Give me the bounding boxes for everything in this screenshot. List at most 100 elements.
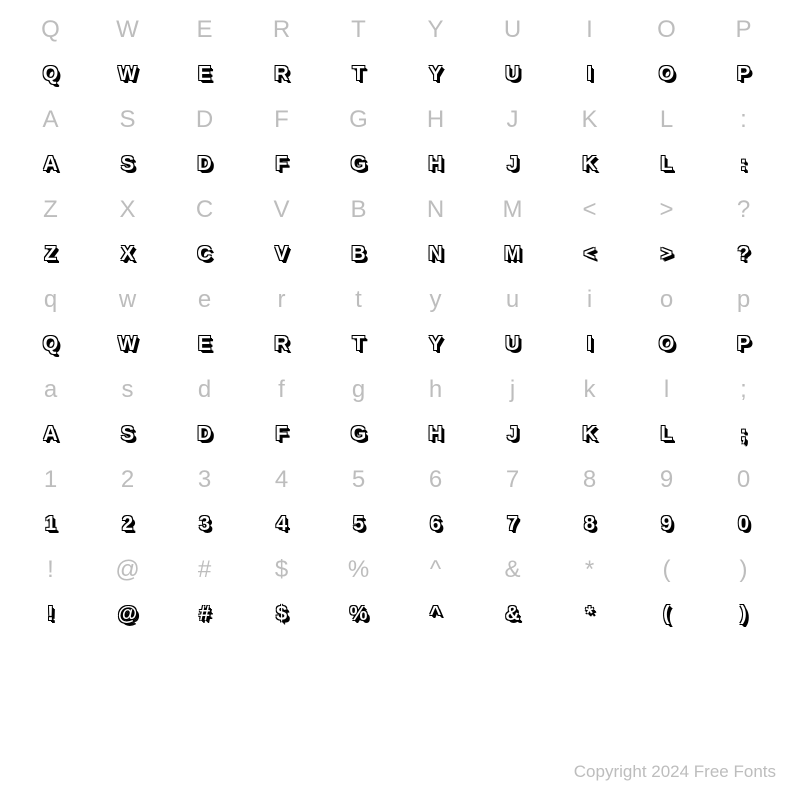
glyph-cell: :: <box>705 98 782 188</box>
glyph-cell: RR <box>243 8 320 98</box>
reference-char: 8 <box>583 458 596 502</box>
glyph-cell: PP <box>705 8 782 98</box>
sample-glyph: 7 <box>507 502 518 546</box>
glyph-cell: GG <box>320 98 397 188</box>
reference-char: C <box>196 188 213 232</box>
glyph-cell: 55 <box>320 458 397 548</box>
sample-glyph-char: O <box>659 63 675 86</box>
sample-glyph-char: T <box>352 333 364 356</box>
glyph-cell: JJ <box>474 98 551 188</box>
glyph-cell: 66 <box>397 458 474 548</box>
reference-char: 1 <box>44 458 57 502</box>
sample-glyph: S <box>121 142 134 186</box>
reference-char: ) <box>740 548 748 592</box>
sample-glyph: D <box>197 412 211 456</box>
reference-char: Q <box>41 8 60 52</box>
reference-char: > <box>659 188 673 232</box>
reference-char: L <box>660 98 673 142</box>
sample-glyph: T <box>352 322 364 366</box>
reference-char: j <box>510 368 515 412</box>
sample-glyph-char: Q <box>43 333 59 356</box>
sample-glyph-char: U <box>505 63 519 86</box>
reference-char: a <box>44 368 57 412</box>
sample-glyph: 1 <box>45 502 56 546</box>
sample-glyph: Q <box>43 52 59 96</box>
sample-glyph-char: X <box>121 243 134 266</box>
sample-glyph: W <box>118 322 137 366</box>
glyph-cell: AA <box>12 98 89 188</box>
sample-glyph: L <box>660 142 672 186</box>
sample-glyph-char: S <box>121 153 134 176</box>
sample-glyph: U <box>505 322 519 366</box>
glyph-cell: LL <box>628 98 705 188</box>
reference-char: s <box>122 368 134 412</box>
sample-glyph-char: V <box>275 243 288 266</box>
reference-char: 2 <box>121 458 134 502</box>
sample-glyph-char: * <box>586 603 594 626</box>
sample-glyph-char: Y <box>429 63 442 86</box>
glyph-cell: 77 <box>474 458 551 548</box>
glyph-cell: qQ <box>12 278 89 368</box>
sample-glyph: B <box>351 232 365 276</box>
sample-glyph-char: 6 <box>430 513 441 536</box>
sample-glyph: C <box>197 232 211 276</box>
glyph-cell: ** <box>551 548 628 638</box>
sample-glyph-char: H <box>428 423 442 446</box>
sample-glyph: O <box>659 322 675 366</box>
sample-glyph-char: F <box>275 423 287 446</box>
sample-glyph: ) <box>740 592 747 636</box>
sample-glyph: $ <box>276 592 287 636</box>
glyph-cell: YY <box>397 8 474 98</box>
sample-glyph-char: B <box>351 243 365 266</box>
glyph-cell: kK <box>551 368 628 458</box>
sample-glyph: F <box>275 142 287 186</box>
reference-char: ; <box>740 368 747 412</box>
glyph-cell: && <box>474 548 551 638</box>
sample-glyph: V <box>275 232 288 276</box>
sample-glyph-char: A <box>43 423 57 446</box>
sample-glyph-char: D <box>197 423 211 446</box>
sample-glyph: % <box>350 592 368 636</box>
glyph-cell: 00 <box>705 458 782 548</box>
reference-char: @ <box>115 548 139 592</box>
glyph-cell: TT <box>320 8 397 98</box>
reference-char: r <box>278 278 286 322</box>
glyph-cell: NN <box>397 188 474 278</box>
sample-glyph-char: ) <box>740 603 747 626</box>
glyph-cell: UU <box>474 8 551 98</box>
sample-glyph: E <box>198 52 211 96</box>
sample-glyph: A <box>43 142 57 186</box>
glyph-grid: QQWWEERRTTYYUUIIOOPPAASSDDFFGGHHJJKKLL::… <box>0 0 800 638</box>
reference-char: F <box>274 98 289 142</box>
sample-glyph: P <box>737 322 750 366</box>
reference-char: 0 <box>737 458 750 502</box>
glyph-cell: )) <box>705 548 782 638</box>
sample-glyph: 5 <box>353 502 364 546</box>
reference-char: X <box>119 188 135 232</box>
sample-glyph-char: 2 <box>122 513 133 536</box>
sample-glyph: * <box>586 592 594 636</box>
glyph-cell: 33 <box>166 458 243 548</box>
sample-glyph-char: J <box>507 153 518 176</box>
reference-char: q <box>44 278 57 322</box>
sample-glyph-char: R <box>274 63 288 86</box>
sample-glyph: 0 <box>738 502 749 546</box>
glyph-cell: rR <box>243 278 320 368</box>
glyph-cell: gG <box>320 368 397 458</box>
reference-char: W <box>116 8 139 52</box>
glyph-cell: iI <box>551 278 628 368</box>
reference-char: f <box>278 368 285 412</box>
sample-glyph: 4 <box>276 502 287 546</box>
sample-glyph-char: ; <box>740 423 747 446</box>
sample-glyph-char: J <box>507 423 518 446</box>
sample-glyph: H <box>428 412 442 456</box>
reference-char: P <box>735 8 751 52</box>
glyph-cell: 44 <box>243 458 320 548</box>
glyph-cell: jJ <box>474 368 551 458</box>
glyph-cell: CC <box>166 188 243 278</box>
sample-glyph: Y <box>429 322 442 366</box>
sample-glyph-char: Z <box>44 243 56 266</box>
reference-char: : <box>740 98 747 142</box>
reference-char: V <box>273 188 289 232</box>
glyph-cell: XX <box>89 188 166 278</box>
